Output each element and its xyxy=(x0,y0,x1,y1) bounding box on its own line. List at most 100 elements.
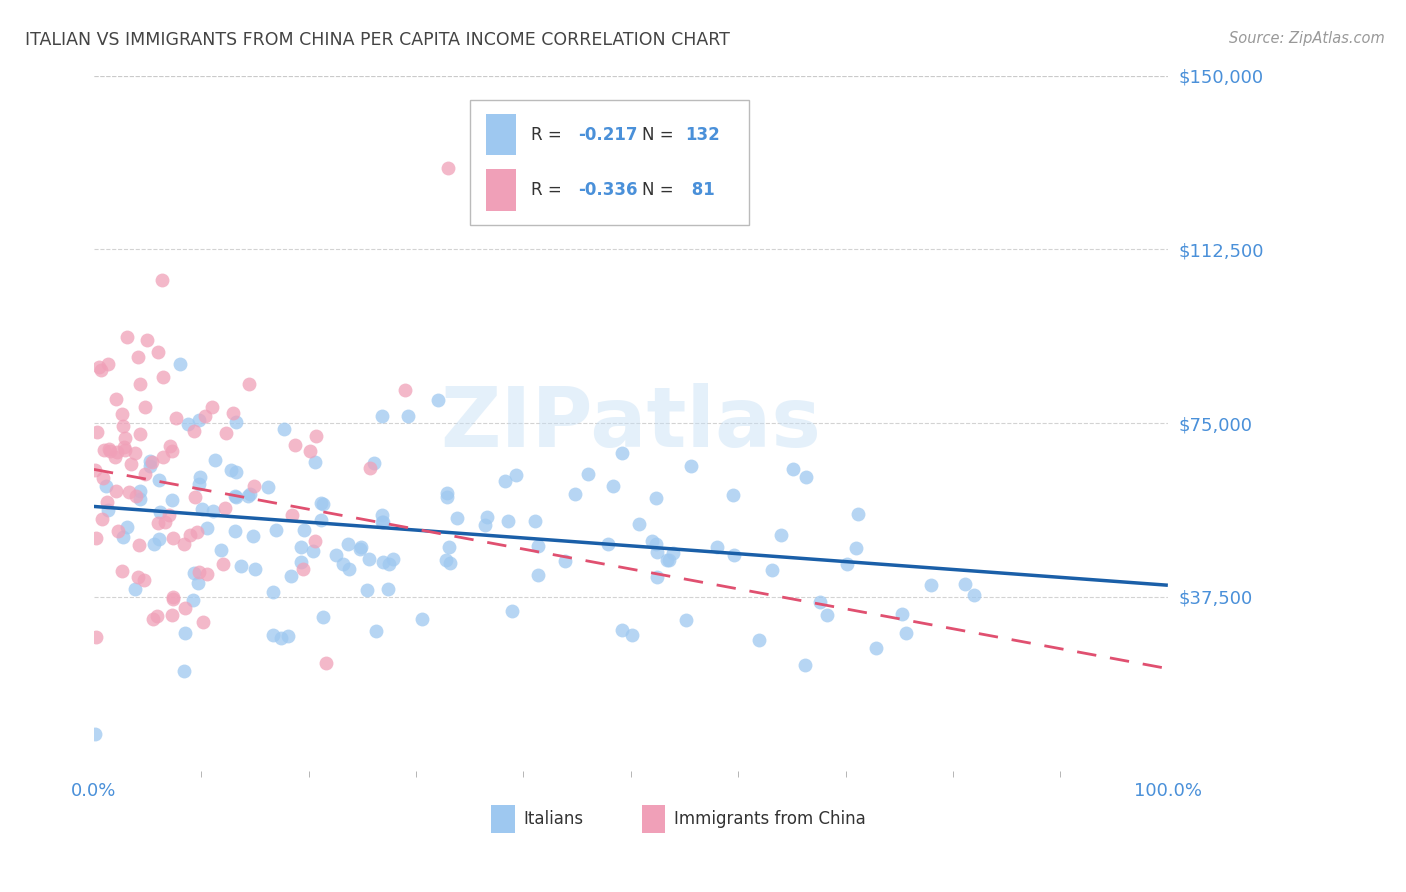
Point xyxy=(610,624,633,638)
Point xyxy=(219,463,242,477)
Point xyxy=(394,384,416,398)
Point xyxy=(963,588,986,602)
Point xyxy=(160,607,183,622)
Text: N =: N = xyxy=(641,181,679,199)
Point xyxy=(105,392,128,406)
Point xyxy=(132,573,155,587)
Point xyxy=(184,491,207,505)
Point xyxy=(225,465,247,479)
Point xyxy=(305,428,328,442)
Point xyxy=(434,553,457,567)
Point xyxy=(148,473,170,487)
Point xyxy=(195,521,218,535)
Point xyxy=(134,400,156,414)
Point xyxy=(891,607,914,622)
Point xyxy=(136,333,159,347)
Point xyxy=(527,568,550,582)
Point xyxy=(146,516,169,531)
Point xyxy=(371,515,394,529)
Point xyxy=(292,523,315,537)
Point xyxy=(128,376,150,391)
Point xyxy=(494,474,516,488)
Point xyxy=(661,546,683,560)
Point xyxy=(290,556,312,570)
Point xyxy=(845,541,868,555)
Point xyxy=(411,612,433,626)
Point xyxy=(150,272,173,286)
Point xyxy=(124,446,146,460)
Point xyxy=(290,540,312,554)
Point xyxy=(655,552,678,566)
Point xyxy=(312,609,335,624)
Point xyxy=(808,595,831,609)
Text: 132: 132 xyxy=(686,126,720,144)
Point xyxy=(920,578,942,592)
Point xyxy=(107,524,129,538)
Point xyxy=(124,582,146,597)
Point xyxy=(284,438,307,452)
Point xyxy=(640,533,662,548)
Point xyxy=(111,408,134,422)
Point xyxy=(134,467,156,481)
Point xyxy=(90,363,112,377)
Point xyxy=(280,568,302,582)
Point xyxy=(311,512,333,526)
Point xyxy=(148,344,170,359)
Point xyxy=(211,557,233,571)
Point xyxy=(162,531,184,545)
Point xyxy=(505,468,527,483)
Point xyxy=(644,491,666,505)
Point xyxy=(439,556,461,570)
FancyBboxPatch shape xyxy=(491,805,515,833)
Point xyxy=(111,419,134,434)
Point xyxy=(87,359,110,374)
Point xyxy=(381,551,404,566)
Point xyxy=(160,443,183,458)
Point xyxy=(127,350,149,364)
Point xyxy=(364,624,387,638)
Point xyxy=(243,562,266,576)
Point xyxy=(371,555,394,569)
Point xyxy=(501,604,523,618)
Point xyxy=(337,537,360,551)
Point xyxy=(675,613,697,627)
Point xyxy=(598,537,620,551)
Point xyxy=(641,185,664,199)
Point xyxy=(437,540,460,554)
Point xyxy=(186,524,208,539)
Point xyxy=(793,657,815,672)
Point xyxy=(204,453,226,467)
Point xyxy=(195,567,218,582)
Text: ZIPatlas: ZIPatlas xyxy=(440,383,821,464)
Point xyxy=(427,392,450,407)
Point xyxy=(377,582,399,596)
Point xyxy=(159,439,181,453)
Point xyxy=(312,497,335,511)
Point xyxy=(114,431,136,445)
Point xyxy=(139,454,162,468)
Point xyxy=(377,558,399,572)
Text: Source: ZipAtlas.com: Source: ZipAtlas.com xyxy=(1229,31,1385,46)
Point xyxy=(554,554,576,568)
Point xyxy=(143,536,166,550)
Point xyxy=(446,510,468,524)
Text: N =: N = xyxy=(641,126,679,144)
Point xyxy=(242,529,264,543)
Point xyxy=(162,592,184,607)
Point xyxy=(371,508,394,522)
Text: R =: R = xyxy=(531,126,567,144)
Point xyxy=(97,357,120,371)
FancyBboxPatch shape xyxy=(641,805,665,833)
Point xyxy=(105,445,128,459)
FancyBboxPatch shape xyxy=(486,169,516,211)
Point xyxy=(174,626,197,640)
Point xyxy=(84,726,107,740)
Point xyxy=(437,161,460,176)
Point xyxy=(356,583,378,598)
Point xyxy=(103,450,125,464)
Point xyxy=(146,609,169,624)
Point xyxy=(188,413,211,427)
Point xyxy=(215,426,238,441)
Point xyxy=(396,409,419,423)
Point xyxy=(721,488,744,502)
